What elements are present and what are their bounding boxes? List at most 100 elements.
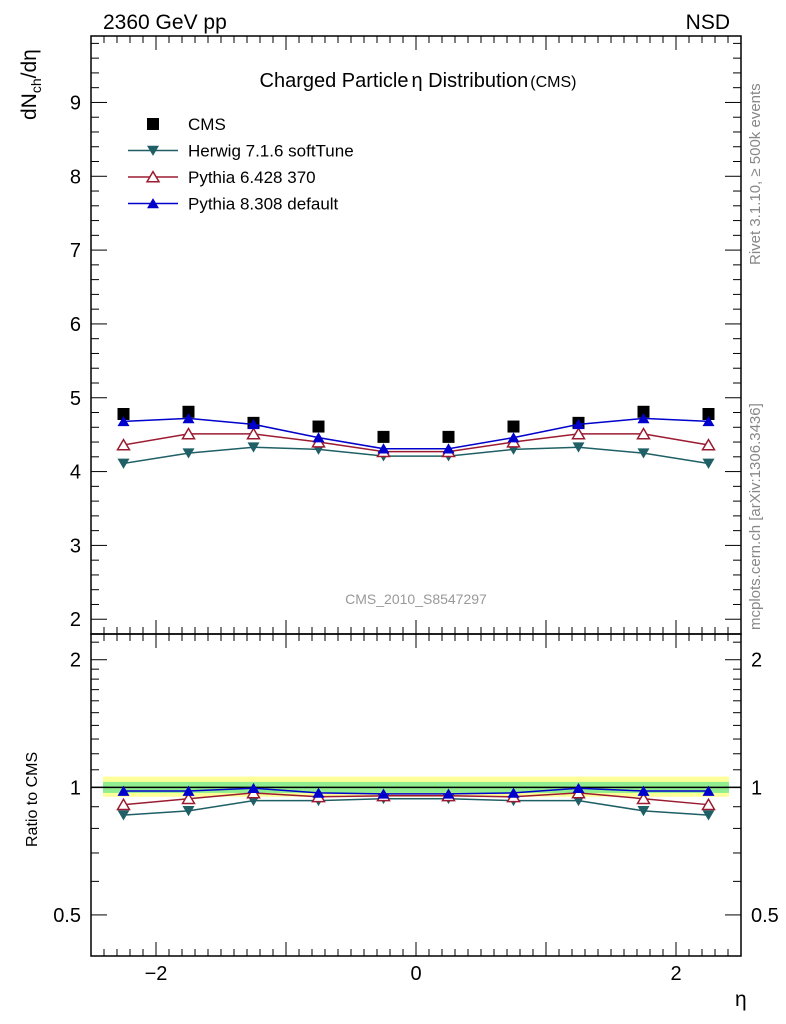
ratio-ytick-label: 0.5 [53,905,81,927]
ratio-point [637,806,650,817]
ratio-point [117,785,130,796]
main-ytick-label: 2 [70,609,81,631]
x-axis-label: η [735,988,747,1011]
main-ytick-label: 7 [70,240,81,262]
ratio-point [637,785,650,796]
data-point [442,430,455,443]
ratio-point [507,787,520,798]
mc-point [246,427,261,440]
legend-label: Pythia 6.428 370 [188,168,316,187]
legend-marker [147,118,159,130]
ratio-ytick-label-right: 1 [751,777,762,799]
ratio-point [117,810,130,821]
title-main: Charged Particle [260,70,409,92]
side-mcplots-label: mcplots.cern.ch [arXiv:1306.3436] [747,403,764,630]
mc-point [442,443,455,454]
mc-point [702,415,715,427]
mc-point [377,443,390,454]
ratio-point [181,791,196,805]
main-axis-ticks: 2 3 4 5 6 7 8 9 [70,36,742,635]
legend-label: Pythia 8.308 default [188,195,339,214]
mc-point [636,427,651,440]
ratio-point [636,791,651,805]
mc-point [312,432,325,443]
main-series [116,405,716,469]
process-label: NSD [686,11,730,34]
main-series-line [123,446,709,465]
ratio-point [182,785,195,796]
ylabel-sub: ch [28,78,44,93]
main-series-line [123,417,709,450]
ratio-point [702,785,715,796]
mc-point [117,415,130,427]
ratio-point [116,797,131,811]
mc-point [571,427,586,440]
data-point [182,405,195,418]
main-ytick-label: 6 [70,314,81,336]
ylabel-tail: /dη [18,49,41,78]
ratio-axis-ticks: 0.5 0.5 1 1 2 2 −2 0 2 [53,634,779,985]
ratio-ylabel: Ratio to CMS [24,752,41,847]
ratio-point [701,797,716,811]
mc-point [507,432,520,443]
data-point [507,420,520,433]
mc-point [116,438,131,451]
side-rivet-label: Rivet 3.1.10, ≥ 500k events [747,83,764,265]
ratio-point [247,782,260,794]
mc-point [572,418,585,430]
mc-point [702,458,715,469]
ratio-ytick-label-right: 0.5 [751,905,779,927]
main-ytick-label: 8 [70,166,81,188]
mc-point [701,438,716,451]
mc-point [637,448,650,459]
legend: CMS Herwig 7.1.6 softTune Pythia 6.428 370… [128,115,354,214]
mc-point [117,458,130,469]
legend-marker [145,170,161,183]
data-point [377,430,390,443]
main-series-line [123,433,709,453]
title-eta: η [412,70,423,92]
chart-title: Charged Particle η Distribution (CMS) [260,70,577,92]
main-ytick-label: 5 [70,388,81,410]
data-point [117,407,130,420]
mc-point [572,442,585,453]
ratio-point [377,788,390,799]
mc-point [637,413,650,424]
data-point [702,407,715,420]
ratio-point [442,788,455,799]
analysis-watermark: CMS_2010_S8547297 [345,591,487,607]
mc-point [247,418,260,430]
ratio-series [116,782,716,821]
energy-label: 2360 GeV pp [103,11,227,34]
ratio-ytick-label: 2 [70,650,81,672]
ratio-xtick-label: 0 [410,963,421,985]
ratio-series-line [123,792,709,806]
legend-marker [147,145,159,156]
ratio-bands [91,776,741,797]
data-point [637,405,650,418]
mc-point [181,427,196,440]
ratio-point [312,787,325,798]
ratio-xtick-label: 2 [670,963,681,985]
main-ytick-label: 9 [70,92,81,114]
ratio-frame [90,633,742,957]
mc-point [182,413,195,424]
ratio-ytick-label-right: 2 [751,650,762,672]
main-ytick-label: 3 [70,535,81,557]
ratio-point [702,810,715,821]
ylabel-main: dN [18,93,41,120]
ratio-point [572,782,585,794]
ratio-xtick-label: −2 [145,963,168,985]
ratio-point [182,806,195,817]
title-rest: Distribution [423,70,529,92]
legend-label: CMS [188,115,226,134]
main-ytick-label: 4 [70,462,81,484]
mc-point [247,442,260,453]
ratio-series-line [123,787,709,795]
data-point [312,420,325,433]
legend-marker [147,198,159,209]
title-exp: (CMS) [530,74,576,91]
mc-point [182,448,195,459]
legend-label: Herwig 7.1.6 softTune [188,142,354,161]
